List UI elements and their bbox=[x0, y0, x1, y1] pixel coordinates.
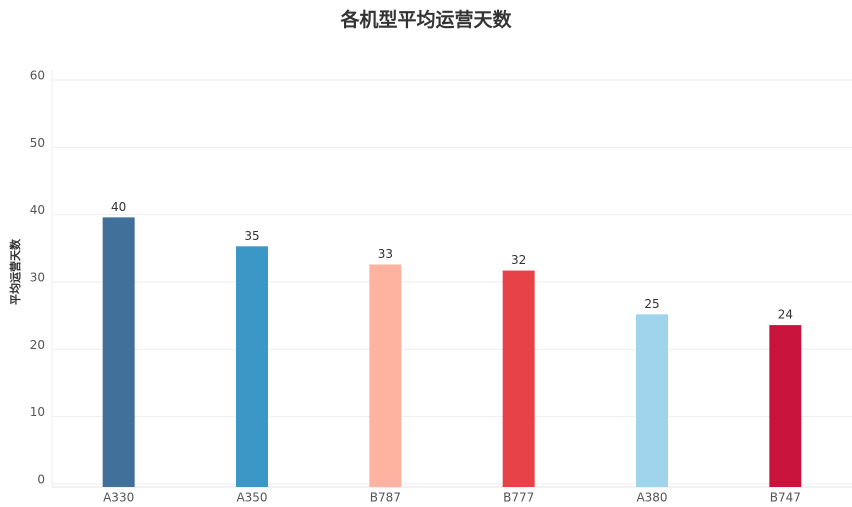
x-tick-label: B787 bbox=[370, 491, 401, 505]
x-tick-label: A380 bbox=[636, 491, 667, 505]
x-tick-label: A330 bbox=[103, 491, 134, 505]
bar bbox=[102, 217, 135, 488]
bar bbox=[369, 264, 402, 487]
value-label: 33 bbox=[378, 247, 393, 261]
bar bbox=[236, 246, 268, 487]
y-axis-title: 平均运营天数 bbox=[8, 238, 22, 305]
chart-title: 各机型平均运营天数 bbox=[339, 8, 512, 31]
y-tick-label: 20 bbox=[30, 338, 45, 352]
x-tick-label: A350 bbox=[236, 491, 267, 505]
value-label: 32 bbox=[511, 253, 526, 267]
value-label: 24 bbox=[778, 308, 793, 322]
y-tick-label: 30 bbox=[30, 271, 45, 285]
bar bbox=[636, 314, 668, 487]
y-tick-label: 60 bbox=[30, 69, 45, 83]
value-label: 40 bbox=[111, 200, 126, 214]
bar bbox=[769, 325, 802, 487]
bar bbox=[502, 270, 535, 487]
y-tick-label: 10 bbox=[30, 405, 45, 419]
y-tick-label: 50 bbox=[30, 136, 45, 150]
x-tick-label: B747 bbox=[770, 491, 801, 505]
value-label: 35 bbox=[244, 229, 259, 243]
value-label: 25 bbox=[644, 297, 659, 311]
y-tick-label: 40 bbox=[30, 203, 45, 217]
x-tick-label: B777 bbox=[503, 491, 534, 505]
y-tick-label: 0 bbox=[37, 473, 45, 487]
